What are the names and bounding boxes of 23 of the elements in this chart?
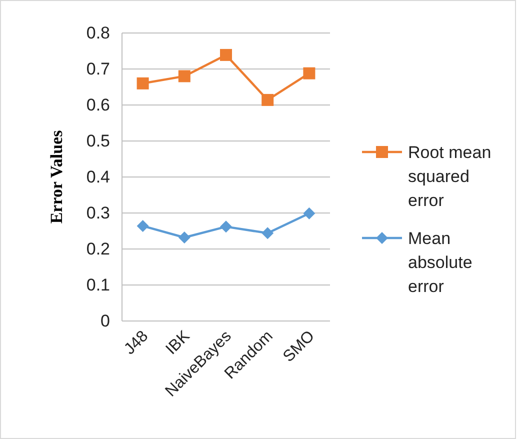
point <box>136 220 149 232</box>
y-tick-label: 0.2 <box>86 240 110 258</box>
y-tick-label: 0.8 <box>86 24 110 42</box>
point <box>178 70 190 82</box>
y-tick-label: 0.3 <box>86 204 110 222</box>
point <box>178 231 190 244</box>
y-tick-label: 0.1 <box>86 276 110 294</box>
point <box>303 207 316 220</box>
y-tick-label: 0.6 <box>86 96 110 114</box>
point <box>220 220 232 233</box>
point <box>303 67 316 80</box>
y-tick-label: 0.7 <box>86 60 110 78</box>
legend-label: Mean absolute error <box>408 228 472 296</box>
x-tick-label: J48 <box>121 328 152 358</box>
y-tick-label: 0.4 <box>86 168 110 186</box>
point <box>220 48 232 61</box>
point <box>262 94 274 106</box>
y-tick-label: 0 <box>100 312 110 330</box>
y-axis-title: Error Values <box>47 130 66 224</box>
point <box>136 77 149 90</box>
legend-label: Root mean squared error <box>408 142 492 210</box>
y-tick-label: 0.5 <box>86 132 110 150</box>
point <box>262 227 274 240</box>
